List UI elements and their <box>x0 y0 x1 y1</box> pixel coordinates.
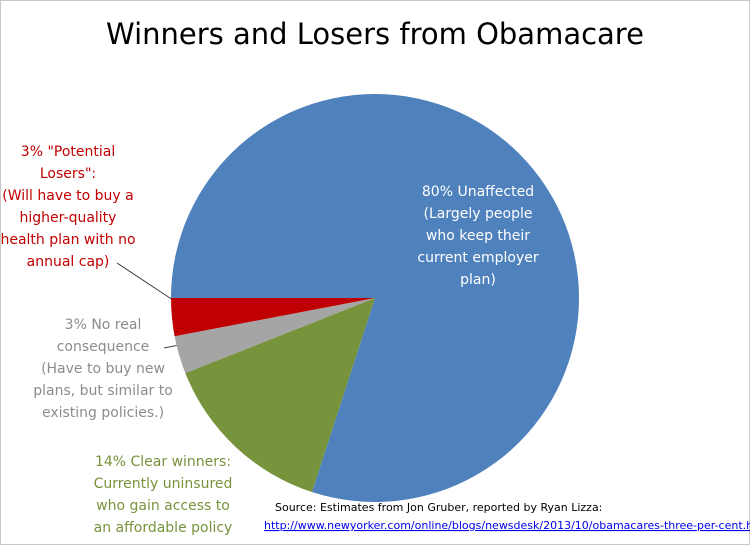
slice-label: who keep their <box>426 228 530 244</box>
slice-label: plan) <box>460 272 496 288</box>
slice-label: Losers": <box>40 166 96 182</box>
slice-label: consequence <box>57 339 150 355</box>
slice-label: who gain access to <box>96 498 230 514</box>
slice-label: higher-quality <box>20 210 117 226</box>
source-note: Source: Estimates from Jon Gruber, repor… <box>275 501 602 514</box>
slice-label: health plan with no <box>0 232 135 248</box>
slice-label: 3% "Potential <box>21 144 115 160</box>
pie-slice <box>171 298 375 337</box>
slice-label: 14% Clear winners: <box>95 454 231 470</box>
slice-label: current employer <box>417 250 538 266</box>
pie-slice <box>185 298 375 493</box>
slice-label: (Will have to buy a <box>2 188 134 204</box>
slice-label: 80% Unaffected <box>422 184 534 200</box>
chart-title: Winners and Losers from Obamacare <box>106 17 644 51</box>
slice-label: an affordable policy <box>94 520 233 536</box>
slice-label: (Have to buy new <box>41 361 165 377</box>
slice-label: plans, but similar to <box>33 383 173 399</box>
slice-label: annual cap) <box>27 254 110 270</box>
slice-label: (Largely people <box>424 206 533 222</box>
slice-label: Currently uninsured <box>94 476 233 492</box>
slice-label: existing policies.) <box>42 405 164 421</box>
pie-slice <box>174 298 375 374</box>
leader-line <box>116 262 177 303</box>
slice-label: 3% No real <box>65 317 142 333</box>
source-link[interactable]: http://www.newyorker.com/online/blogs/ne… <box>264 519 750 532</box>
